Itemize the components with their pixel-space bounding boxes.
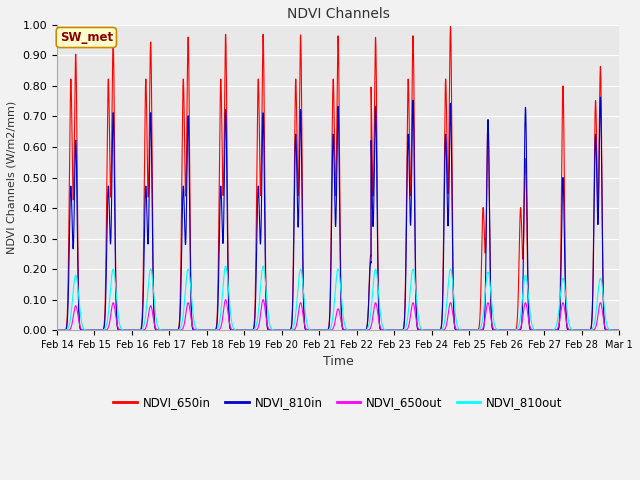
NDVI_810out [613, 327, 621, 333]
NDVI_810out [222, 263, 230, 269]
Line: NDVI_650out: NDVI_650out [57, 300, 619, 330]
NDVI_650in [173, 327, 181, 333]
NDVI_650out [53, 327, 61, 333]
NDVI_650out [416, 327, 424, 333]
Line: NDVI_650in: NDVI_650in [57, 27, 619, 330]
NDVI_810in [496, 327, 504, 333]
NDVI_650in [53, 327, 61, 333]
NDVI_650out [173, 327, 181, 333]
NDVI_650out [168, 327, 175, 333]
NDVI_810out [496, 327, 504, 333]
NDVI_650out [496, 327, 504, 333]
NDVI_810in [615, 327, 623, 333]
Text: SW_met: SW_met [60, 31, 113, 44]
Line: NDVI_810in: NDVI_810in [57, 97, 619, 330]
X-axis label: Time: Time [323, 356, 353, 369]
NDVI_650out [613, 327, 621, 333]
Y-axis label: NDVI Channels (W/m2/mm): NDVI Channels (W/m2/mm) [7, 101, 17, 254]
NDVI_810out [615, 327, 623, 333]
NDVI_810out [264, 305, 271, 311]
NDVI_650in [447, 24, 454, 30]
NDVI_650out [615, 327, 623, 333]
NDVI_810in [264, 325, 271, 331]
Title: NDVI Channels: NDVI Channels [287, 7, 390, 21]
NDVI_810in [416, 327, 424, 333]
NDVI_650out [222, 297, 230, 302]
NDVI_650in [613, 327, 621, 333]
NDVI_810out [416, 323, 424, 328]
NDVI_650out [264, 323, 271, 328]
NDVI_810in [168, 327, 175, 333]
NDVI_650in [168, 327, 175, 333]
NDVI_810in [613, 327, 621, 333]
NDVI_810out [173, 327, 181, 333]
Legend: NDVI_650in, NDVI_810in, NDVI_650out, NDVI_810out: NDVI_650in, NDVI_810in, NDVI_650out, NDV… [109, 391, 568, 413]
NDVI_650in [496, 327, 504, 333]
Line: NDVI_810out: NDVI_810out [57, 266, 619, 330]
NDVI_810out [168, 327, 175, 333]
NDVI_810in [173, 327, 181, 333]
NDVI_810out [53, 327, 61, 333]
NDVI_650in [416, 327, 424, 333]
NDVI_810in [53, 327, 61, 333]
NDVI_650in [615, 327, 623, 333]
NDVI_650in [264, 324, 271, 330]
NDVI_810in [596, 94, 604, 100]
